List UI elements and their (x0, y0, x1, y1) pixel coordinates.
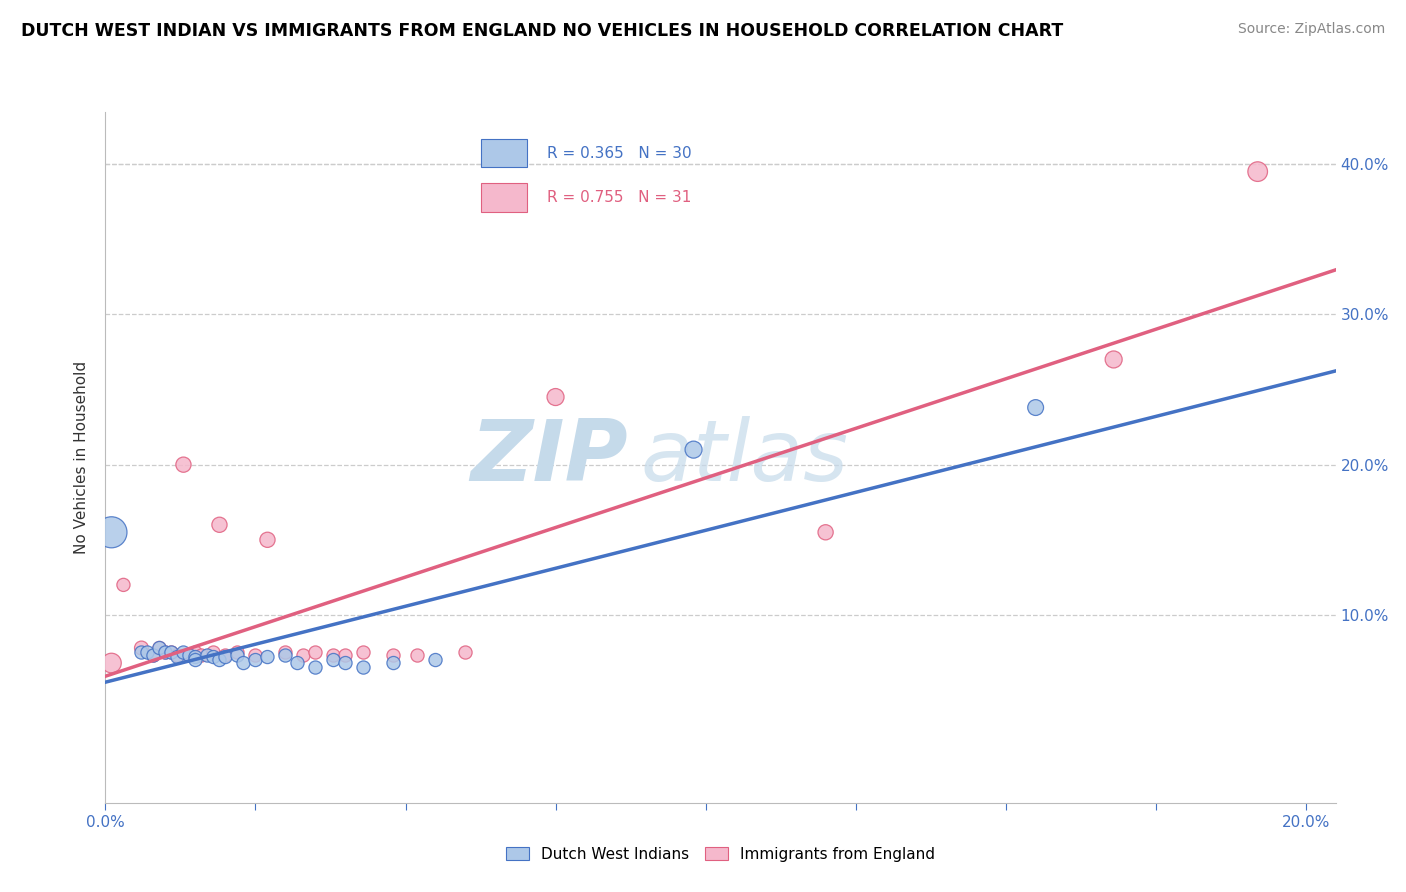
Point (179, 648, 201, 663)
Point (406, 648, 429, 663)
Point (131, 646, 153, 660)
Point (335, 648, 357, 663)
Point (287, 656, 309, 670)
Point (202, 646, 225, 660)
Point (214, 648, 236, 663)
Point (202, 650, 225, 665)
Point (245, 653, 267, 667)
Y-axis label: No Vehicles in Household: No Vehicles in Household (75, 360, 90, 554)
Text: ZIP: ZIP (471, 416, 628, 499)
Point (160, 646, 183, 660)
Point (172, 646, 194, 660)
Point (814, 525, 837, 540)
Point (322, 653, 344, 667)
Point (256, 533, 278, 547)
Point (197, 648, 219, 663)
Point (335, 656, 357, 670)
Text: DUTCH WEST INDIAN VS IMMIGRANTS FROM ENGLAND NO VEHICLES IN HOUSEHOLD CORRELATIO: DUTCH WEST INDIAN VS IMMIGRANTS FROM ENG… (21, 22, 1063, 40)
Point (1025, 401, 1047, 415)
Point (166, 650, 188, 665)
Point (382, 648, 405, 663)
Point (166, 648, 188, 663)
Text: Source: ZipAtlas.com: Source: ZipAtlas.com (1237, 22, 1385, 37)
Point (322, 648, 344, 663)
Point (100, 525, 122, 540)
Point (1102, 352, 1125, 367)
Text: atlas: atlas (641, 416, 849, 499)
Point (256, 650, 278, 665)
Point (142, 648, 165, 663)
Point (274, 646, 297, 660)
Point (232, 656, 254, 670)
Point (208, 653, 231, 667)
Point (1247, 164, 1270, 178)
Point (112, 578, 135, 592)
Point (292, 648, 315, 663)
Point (274, 648, 297, 663)
Point (131, 640, 153, 655)
Legend: Dutch West Indians, Immigrants from England: Dutch West Indians, Immigrants from Engl… (501, 840, 941, 868)
Point (179, 648, 201, 663)
Point (454, 646, 477, 660)
Point (172, 458, 194, 472)
Point (184, 650, 207, 665)
Point (382, 656, 405, 670)
Point (148, 640, 170, 655)
Point (160, 646, 183, 660)
Point (136, 646, 159, 660)
Point (190, 648, 212, 663)
Point (425, 653, 447, 667)
Point (304, 660, 326, 674)
Point (184, 653, 207, 667)
Point (226, 648, 249, 663)
Point (100, 656, 122, 670)
Point (304, 646, 326, 660)
Point (155, 646, 177, 660)
Point (142, 648, 165, 663)
Point (208, 517, 231, 532)
Point (155, 646, 177, 660)
Point (226, 646, 249, 660)
Point (544, 390, 567, 404)
Point (682, 442, 704, 457)
Point (214, 650, 236, 665)
Point (148, 640, 170, 655)
Point (353, 660, 375, 674)
Point (245, 648, 267, 663)
Point (184, 646, 207, 660)
Point (353, 646, 375, 660)
